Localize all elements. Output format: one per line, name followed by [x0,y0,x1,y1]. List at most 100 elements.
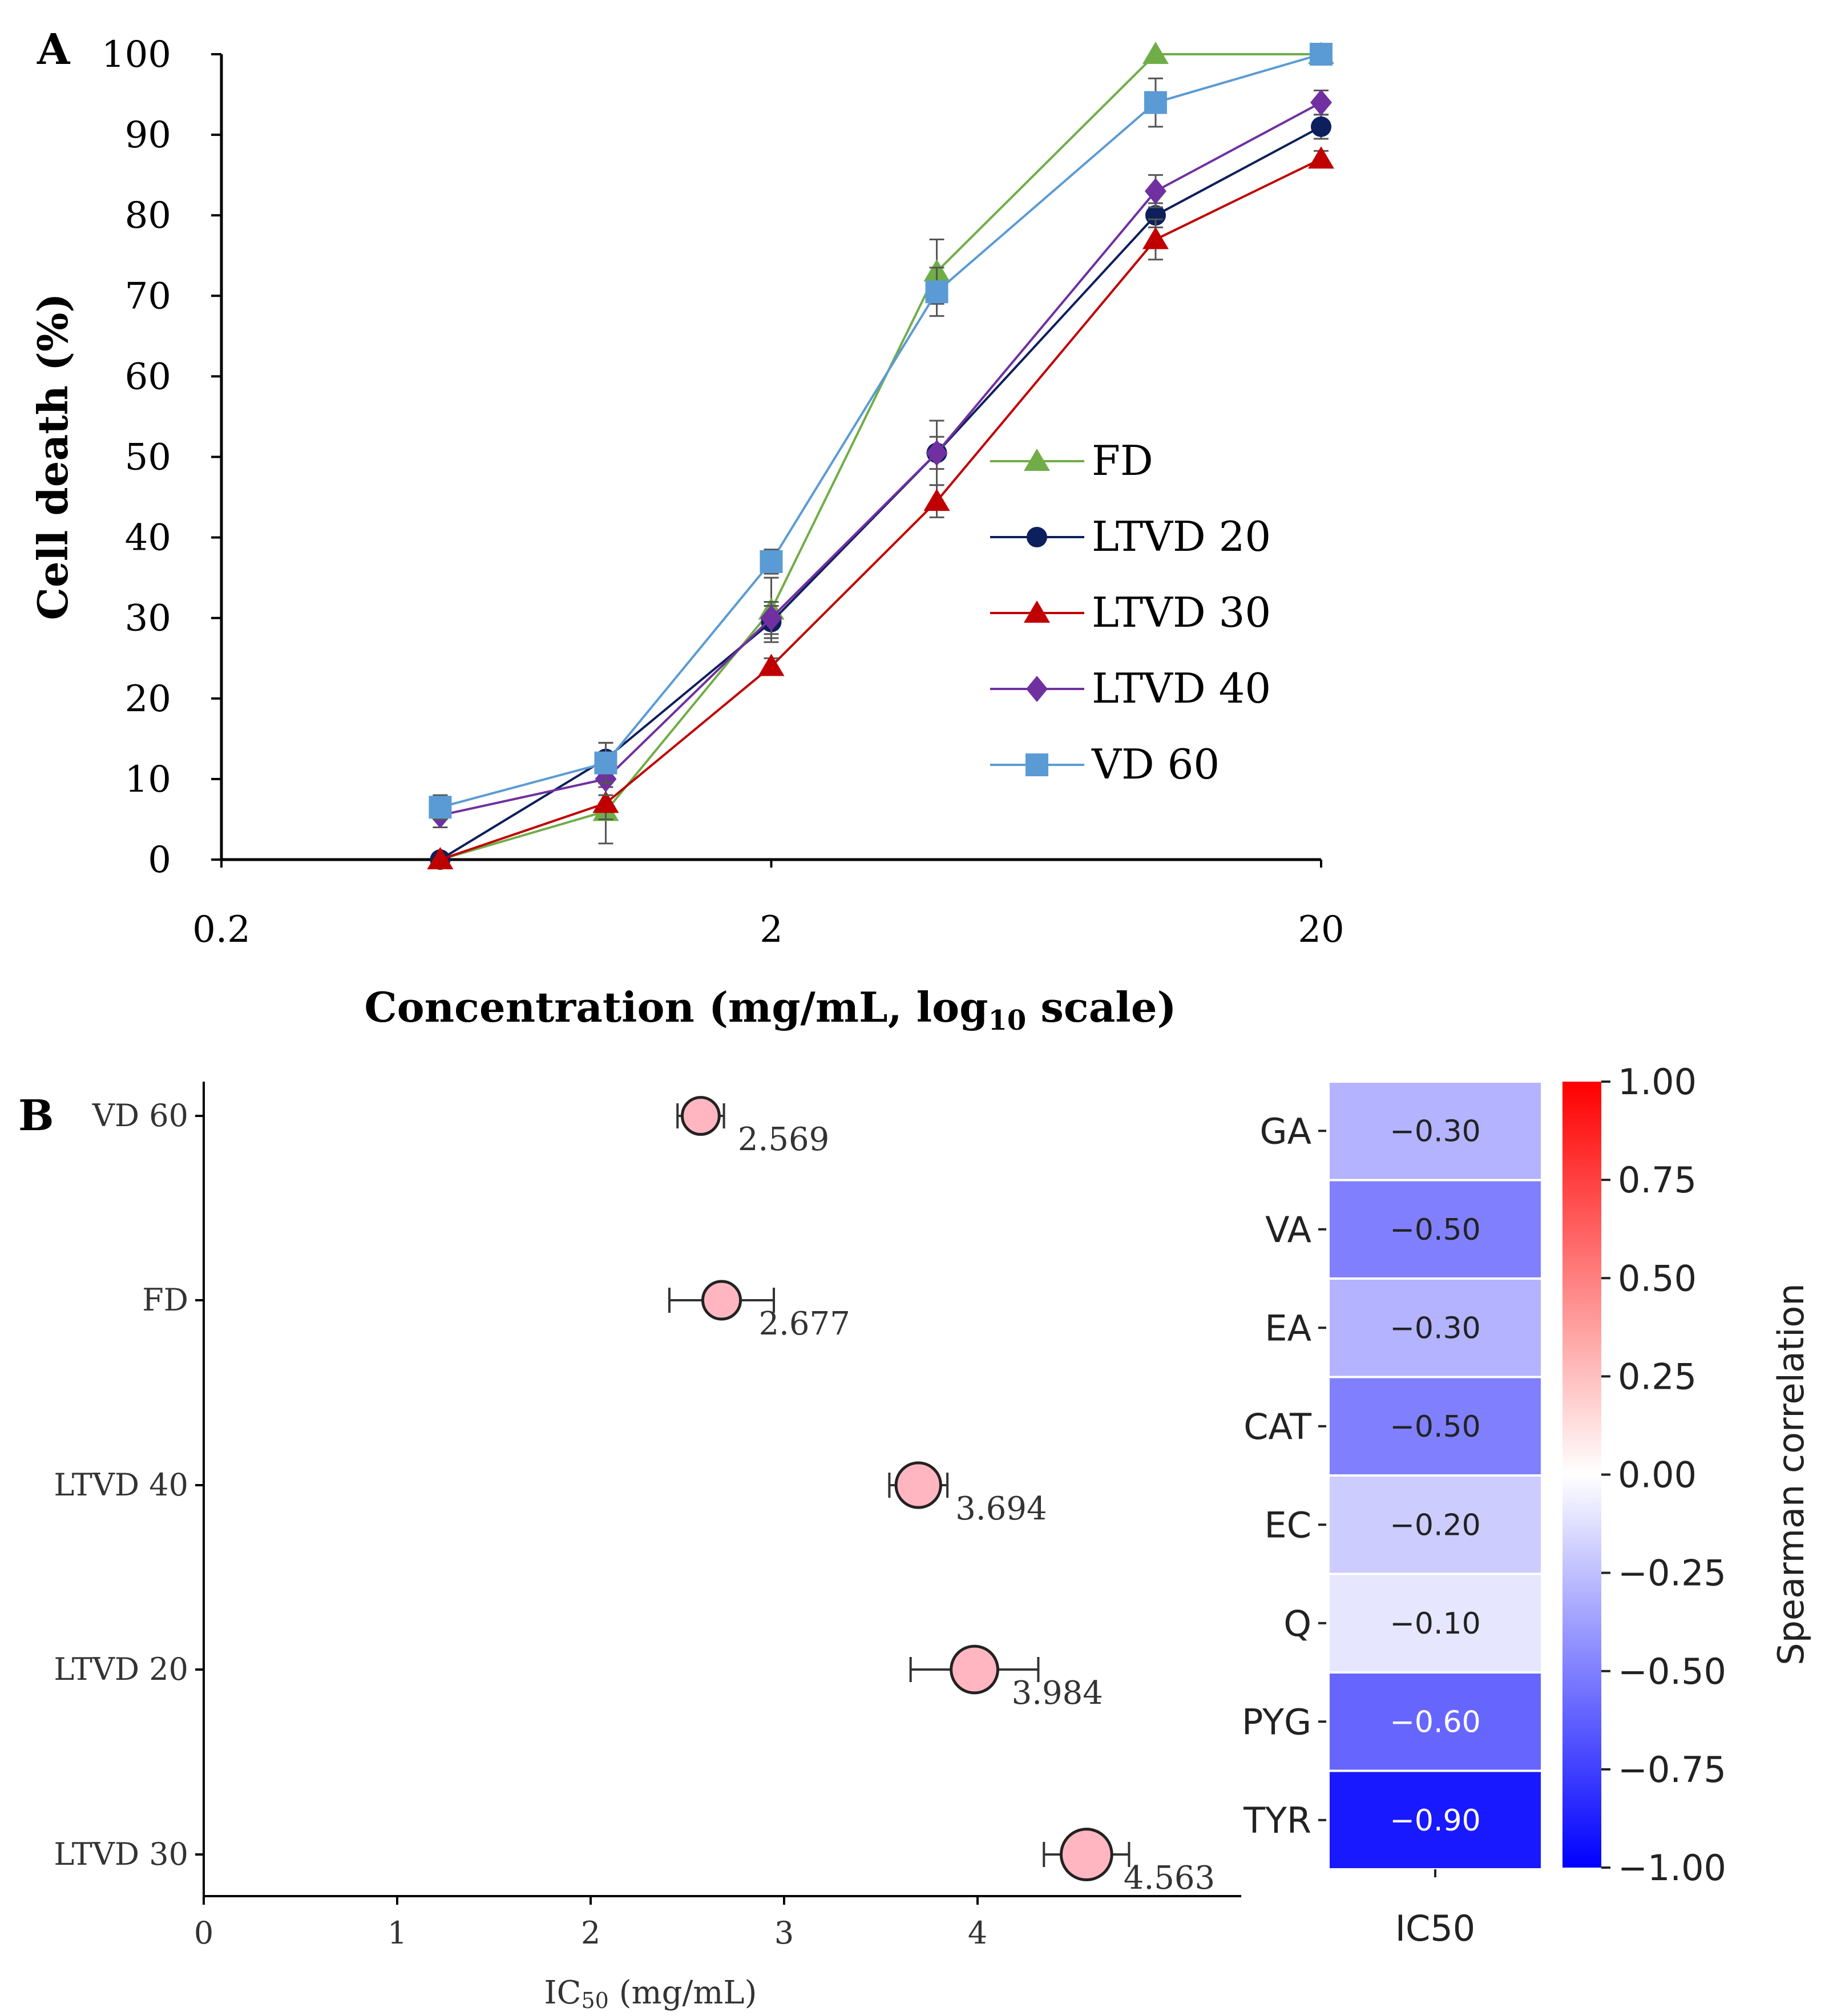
panel-a-y-ticks: 0 10 20 30 40 50 60 70 80 90 100 [102,34,221,881]
y-tick-label-20: 20 [125,678,171,720]
heatmap-row-tyr: −0.90 TYR [1243,1772,1541,1868]
heatmap-cell-q [1330,1575,1541,1671]
panel-b-y-ticks: VD 60 FD LTVD 40 LTVD 20 LTVD 30 [54,1098,204,1872]
y-tick-label-60: 60 [125,356,171,398]
series-line-ltvd-30 [439,158,1322,861]
y-tick-label-ltvd-30: LTVD 30 [54,1836,188,1872]
y-tick-label-100: 100 [102,34,171,76]
ic50-point-ltvd-40: 3.694 [888,1461,1047,1527]
legend-label-fd: FD [1092,437,1153,485]
series-line-ltvd-20 [439,126,1322,861]
panel-b-x-ticks: 0 1 2 3 4 [194,1896,987,1951]
data-point-ltvd-30-5 [1308,146,1334,169]
ic50-point-ltvd-30: 4.563 [1043,1828,1215,1897]
panel-b-colorbar: 1.00 0.75 0.50 0.25 0.00 −0.25 −0.50 −0.75 −1.00… [1562,1061,1812,1889]
panel-a-x-label: Concentration (mg/mL, log10 scale) [364,983,1176,1037]
legend-marker-fd [1024,449,1050,471]
heatmap-cells: −0.30 GA −0.50 VA −0.30 EA −0.50 CAT −0.20 EC −0.1… [1242,1083,1541,1877]
ic50-marker-vd-60 [680,1096,721,1136]
heatmap-cell-cat [1330,1378,1541,1474]
heatmap-row-label-cat: CAT [1243,1406,1312,1448]
colorbar-tick-label-7: −0.75 [1618,1749,1726,1791]
x-tick-label-20: 20 [1298,909,1344,951]
legend-label-vd-60: VD 60 [1091,740,1220,788]
data-point-ltvd-40-5 [1310,89,1332,116]
data-point-ltvd-30-3 [923,489,950,511]
data-point-vd-60-0 [429,796,452,819]
colorbar-ticks: 1.00 0.75 0.50 0.25 0.00 −0.25 −0.50 −0.75 −1.00 [1601,1061,1726,1889]
x-tick-label-0: 0 [194,1915,213,1951]
panel-a-x-label-sub: 10 [988,1005,1027,1037]
legend-entry-ltvd-30: LTVD 30 [990,588,1271,636]
y-tick-label-ltvd-40: LTVD 40 [54,1467,188,1503]
ic50-value-label-ltvd-20: 3.984 [1012,1675,1103,1712]
data-point-ltvd-30-0 [427,847,454,869]
y-tick-label-50: 50 [125,437,171,479]
colorbar-gradient [1562,1082,1601,1868]
x-tick-label-3: 3 [774,1915,794,1951]
legend-marker-ltvd-40 [1026,676,1048,702]
colorbar-tick-label-6: −0.50 [1618,1651,1726,1692]
heatmap-row-label-ga: GA [1260,1110,1311,1152]
colorbar-tick-label-8: −1.00 [1618,1847,1726,1889]
ic50-marker-ltvd-30 [1059,1828,1113,1881]
x-tick-label-0-2: 0.2 [192,909,251,951]
x-tick-label-2: 2 [581,1915,600,1951]
data-point-ltvd-20-4 [1145,205,1166,226]
heatmap-row-label-pyg: PYG [1242,1701,1311,1743]
y-tick-label-80: 80 [125,195,171,237]
legend-marker-ltvd-30 [1024,600,1050,623]
colorbar-tick-label-2: 0.50 [1618,1257,1697,1299]
panel-a-line-chart: 0 10 20 30 40 50 60 70 80 90 100 0.2 2 20 FD LTVD 20 L… [102,34,1344,951]
series-ltvd-40 [429,89,1332,829]
ic50-value-label-fd: 2.677 [759,1305,850,1342]
heatmap-row-label-ea: EA [1265,1307,1311,1349]
heatmap-row-cat: −0.50 CAT [1243,1378,1541,1474]
heatmap-row-label-va: VA [1265,1209,1311,1251]
panel-a-x-ticks: 0.2 2 20 [192,860,1344,951]
y-tick-label-vd-60: VD 60 [92,1098,188,1134]
y-tick-label-70: 70 [125,275,171,317]
data-point-vd-60-4 [1144,91,1167,114]
x-tick-label-1: 1 [387,1915,407,1951]
panel-b-x-label: IC50 (mg/mL) [544,1974,757,2013]
legend-marker-vd-60 [1025,753,1048,776]
panel-a-y-label: Cell death (%) [29,293,77,620]
panel-b-x-label-tail: (mg/mL) [609,1974,757,2011]
heatmap-row-label-ec: EC [1265,1504,1311,1546]
heatmap-row-ga: −0.30 GA [1260,1083,1541,1179]
ic50-value-label-vd-60: 2.569 [738,1121,829,1158]
panel-b-points: 2.569 2.677 3.694 3.984 4.563 [668,1096,1215,1897]
x-tick-label-2: 2 [760,909,783,951]
ic50-point-fd: 2.677 [668,1280,850,1342]
series-ltvd-30 [427,146,1334,869]
heatmap-column-label: IC50 [1395,1908,1475,1949]
heatmap-cell-tyr [1330,1772,1541,1868]
data-point-ltvd-40-3 [926,440,948,466]
colorbar-label: Spearman correlation [1770,1283,1812,1665]
legend-entry-fd: FD [990,437,1153,485]
data-point-vd-60-5 [1310,43,1333,66]
heatmap-cell-value-pyg: −0.60 [1390,1705,1480,1739]
panel-a-x-label-tail: scale) [1026,983,1176,1031]
heatmap-cell-pyg [1330,1674,1541,1770]
legend-label-ltvd-40: LTVD 40 [1092,664,1271,712]
series-vd-60 [429,43,1333,820]
series-line-ltvd-40 [439,101,1322,817]
heatmap-row-va: −0.50 VA [1265,1181,1541,1277]
heatmap-cell-value-q: −0.10 [1390,1607,1480,1641]
y-tick-label-90: 90 [125,114,171,156]
y-tick-label-fd: FD [142,1282,188,1318]
ic50-value-label-ltvd-40: 3.694 [955,1490,1047,1527]
data-point-fd-4 [1142,42,1169,64]
panel-b-ic50-chart: VD 60 FD LTVD 40 LTVD 20 LTVD 30 0 1 2 3 4 2.569… [54,1082,1241,1951]
colorbar-tick-label-0: 1.00 [1618,1061,1697,1103]
ic50-marker-ltvd-40 [894,1461,942,1509]
legend-entry-ltvd-40: LTVD 40 [990,664,1271,712]
legend-entry-vd-60: VD 60 [990,740,1220,788]
heatmap-cell-value-ea: −0.30 [1390,1311,1480,1345]
ic50-point-vd-60: 2.569 [676,1096,829,1158]
panel-b-heatmap: −0.30 GA −0.50 VA −0.30 EA −0.50 CAT −0.20 EC −0.1… [1242,1083,1541,1949]
panel-label-a: A [37,25,71,74]
